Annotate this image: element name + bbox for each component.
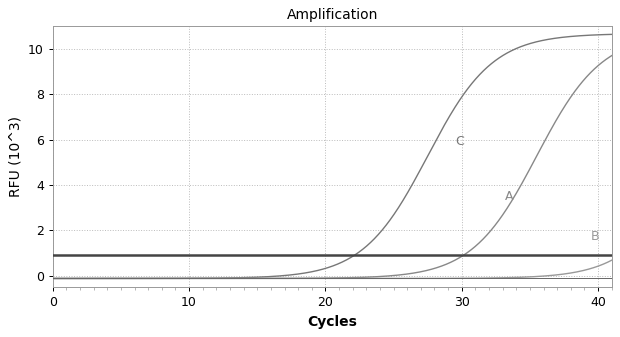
X-axis label: Cycles: Cycles (308, 315, 357, 329)
Text: A: A (505, 190, 514, 203)
Text: B: B (591, 229, 600, 243)
Title: Amplification: Amplification (286, 8, 378, 22)
Text: C: C (455, 135, 464, 148)
Y-axis label: RFU (10^3): RFU (10^3) (8, 116, 22, 197)
